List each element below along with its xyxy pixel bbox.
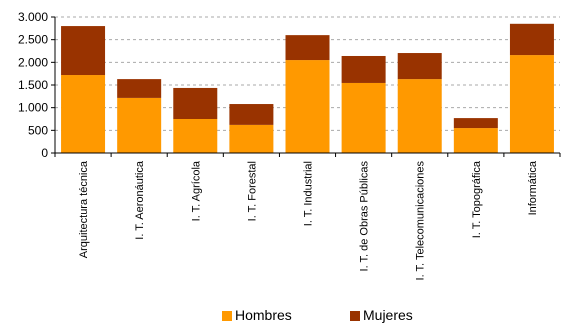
x-tick-label: I. T. Telecomunicaciones (415, 161, 427, 281)
bar (173, 87, 218, 119)
legend-swatch (350, 311, 360, 321)
bar (61, 26, 106, 76)
bar (341, 55, 386, 83)
legend-label: Mujeres (363, 307, 413, 323)
legend-swatch (222, 311, 232, 321)
y-tick-label: 3.000 (18, 10, 48, 24)
y-tick-label: 2.500 (18, 33, 48, 47)
x-tick-label: I. T. Industrial (303, 161, 315, 226)
bar (117, 79, 162, 98)
bar (173, 119, 218, 153)
x-tick-label: I. T. Agrícola (190, 160, 202, 221)
bar (229, 124, 274, 153)
x-tick-label: I. T. Forestal (246, 161, 258, 221)
bar (453, 118, 498, 129)
bar (509, 23, 554, 56)
bar (229, 104, 274, 125)
bar (397, 79, 442, 153)
x-tick-label: I. T. Aeronáutica (134, 160, 146, 240)
bar (285, 35, 330, 61)
y-tick-label: 1.000 (18, 101, 48, 115)
bar (341, 82, 386, 153)
bar (397, 53, 442, 80)
x-tick-label: Informática (527, 160, 539, 215)
x-tick-label: I. T. de Obras Públicas (359, 161, 371, 272)
bar (117, 97, 162, 153)
bar (509, 55, 554, 153)
y-tick-label: 1.500 (18, 78, 48, 92)
x-tick-label: Arquitectura técnica (78, 160, 90, 258)
bar (453, 128, 498, 153)
legend-label: Hombres (235, 307, 292, 323)
y-tick-label: 2.000 (18, 55, 48, 69)
y-tick-label: 500 (28, 123, 48, 137)
x-tick-label: I. T. Topográfica (471, 160, 483, 238)
y-tick-label: 0 (41, 146, 48, 160)
bar (285, 60, 330, 153)
bar (61, 75, 106, 153)
